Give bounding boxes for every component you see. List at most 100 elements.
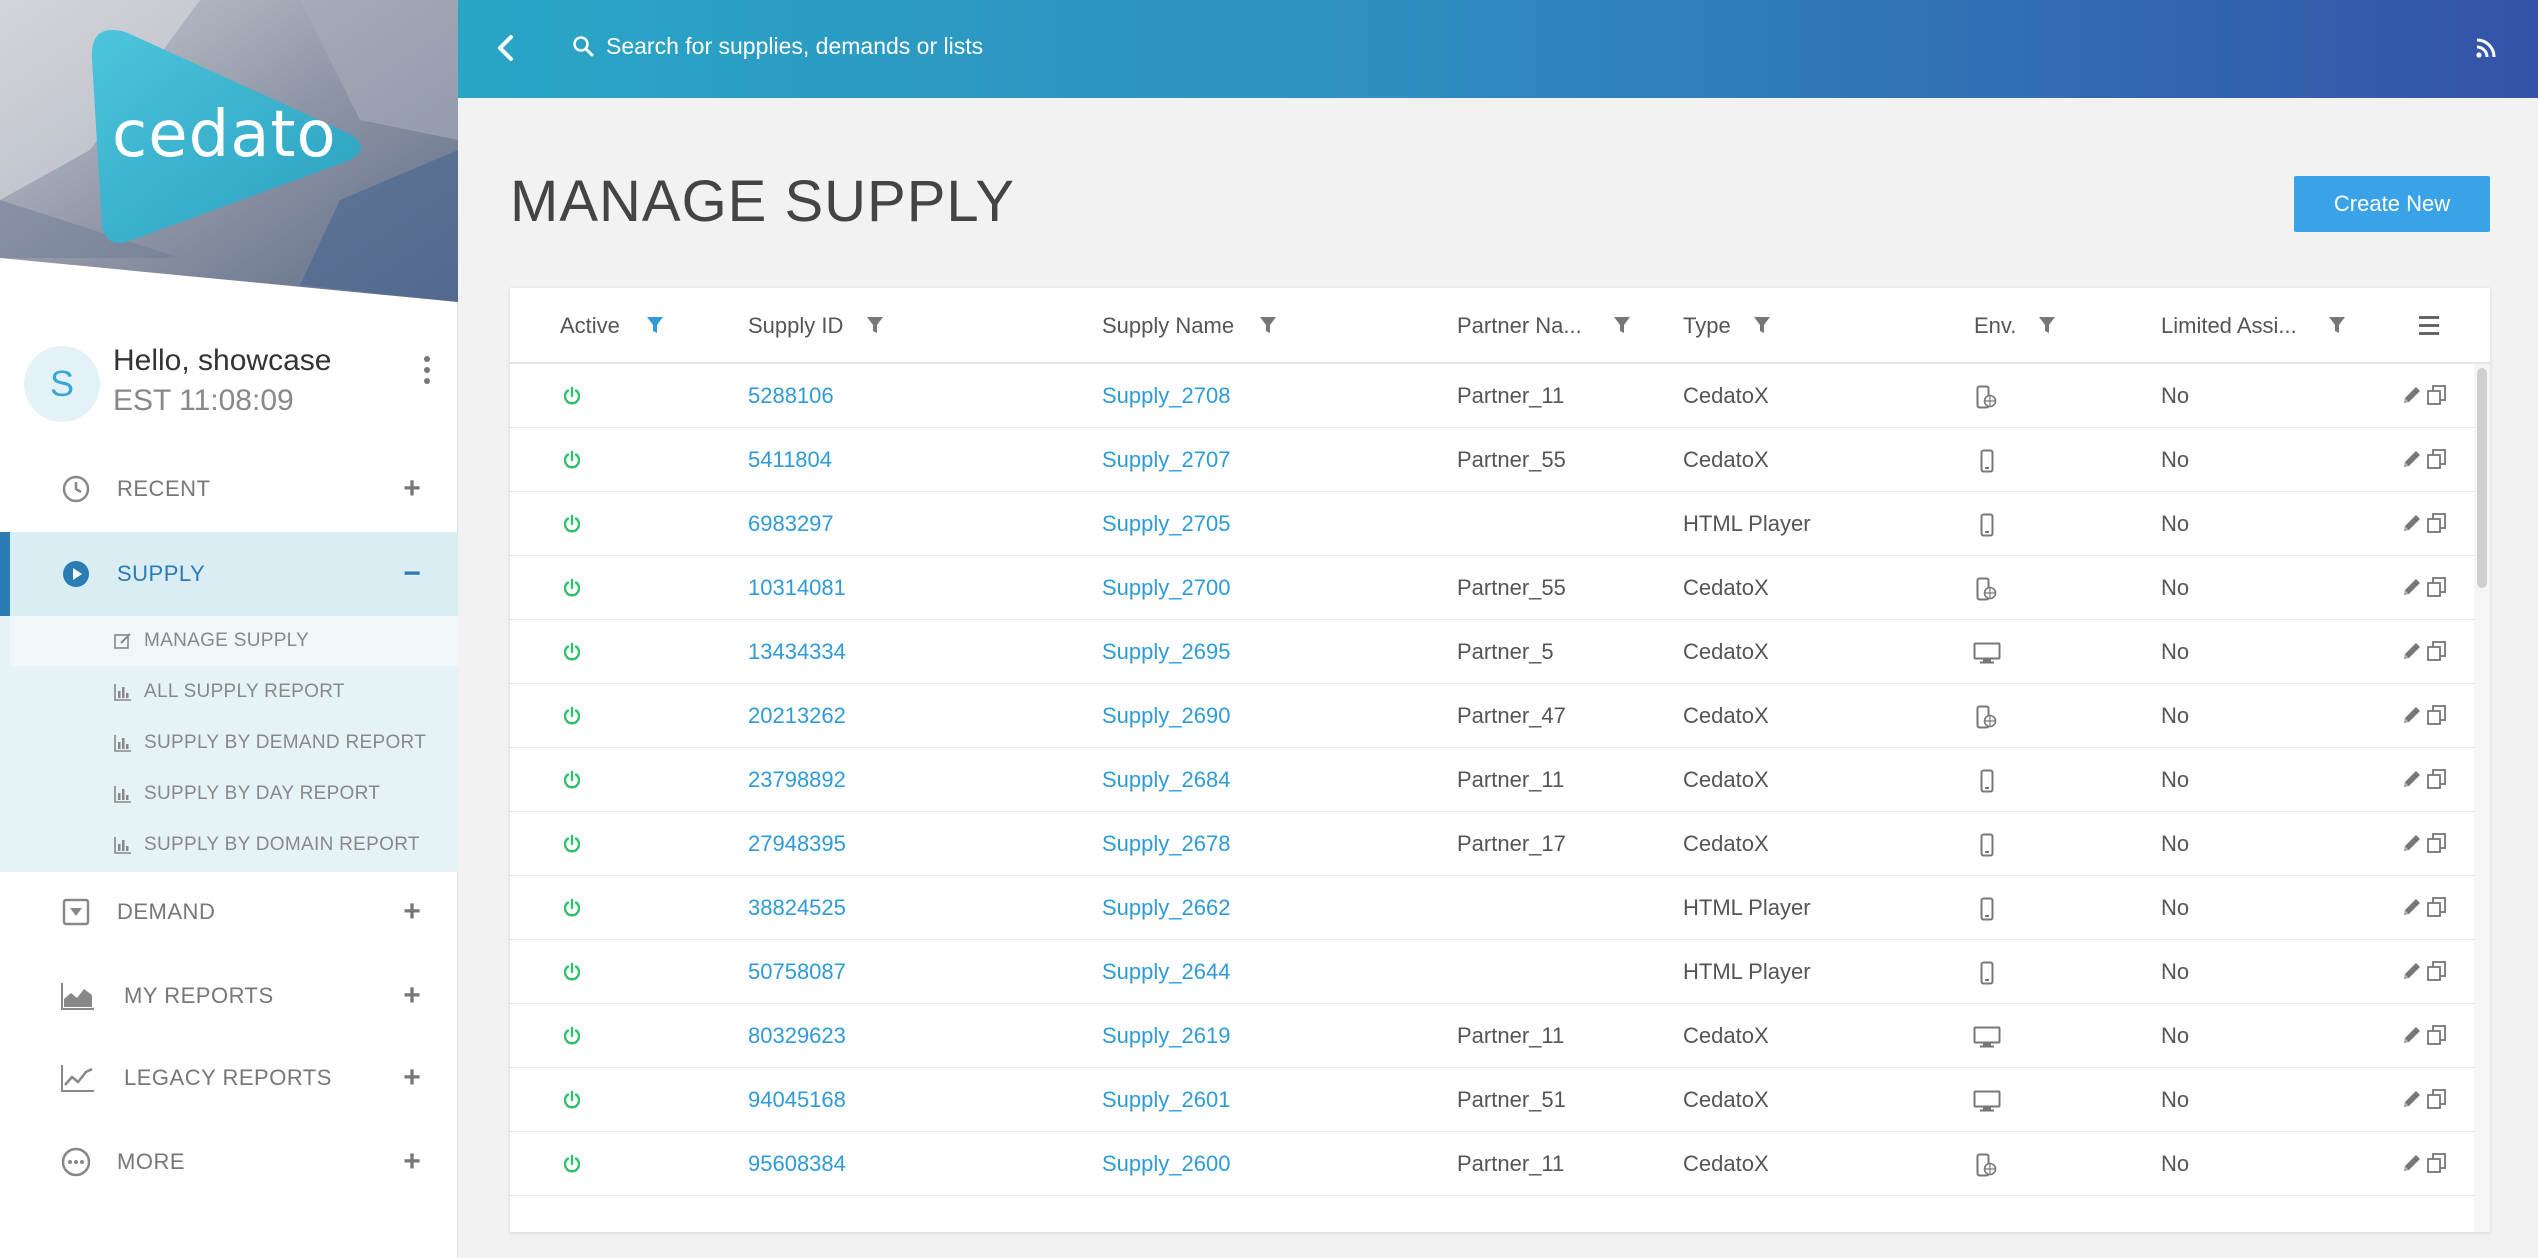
copy-icon[interactable] [2426, 768, 2448, 790]
table-row[interactable]: 38824525 Supply_2662 HTML Player No [510, 876, 2474, 940]
edit-icon[interactable] [2401, 1152, 2423, 1174]
power-icon[interactable] [562, 450, 582, 470]
supply-name-link[interactable]: Supply_2619 [1102, 1023, 1231, 1048]
table-row[interactable]: 10314081 Supply_2700 Partner_55 CedatoX No [510, 556, 2474, 620]
power-icon[interactable] [562, 962, 582, 982]
column-header-type[interactable]: Type [1683, 288, 1731, 364]
table-row[interactable]: 20213262 Supply_2690 Partner_47 CedatoX No [510, 684, 2474, 748]
supply-name-link[interactable]: Supply_2695 [1102, 639, 1231, 664]
power-icon[interactable] [562, 578, 582, 598]
column-header-limited-assignment[interactable]: Limited Assi... [2161, 288, 2297, 364]
filter-icon[interactable] [865, 314, 885, 336]
filter-icon[interactable] [645, 314, 665, 336]
submenu-item-supply-by-demand-report[interactable]: SUPPLY BY DEMAND REPORT [10, 718, 458, 768]
supply-id-link[interactable]: 5411804 [748, 447, 833, 472]
edit-icon[interactable] [2401, 1088, 2423, 1110]
edit-icon[interactable] [2401, 832, 2423, 854]
filter-icon[interactable] [2037, 314, 2057, 336]
submenu-item-all-supply-report[interactable]: ALL SUPPLY REPORT [10, 667, 458, 717]
submenu-item-supply-by-domain-report[interactable]: SUPPLY BY DOMAIN REPORT [10, 820, 458, 870]
table-row[interactable]: 94045168 Supply_2601 Partner_51 CedatoX No [510, 1068, 2474, 1132]
supply-id-link[interactable]: 5288106 [748, 383, 834, 408]
table-row[interactable]: 13434334 Supply_2695 Partner_5 CedatoX No [510, 620, 2474, 684]
supply-id-link[interactable]: 13434334 [748, 639, 846, 664]
column-header-supply-id[interactable]: Supply ID [748, 288, 843, 364]
power-icon[interactable] [562, 770, 582, 790]
edit-icon[interactable] [2401, 512, 2423, 534]
copy-icon[interactable] [2426, 704, 2448, 726]
copy-icon[interactable] [2426, 960, 2448, 982]
supply-name-link[interactable]: Supply_2700 [1102, 575, 1231, 600]
column-header-active[interactable]: Active [560, 288, 620, 364]
power-icon[interactable] [562, 1154, 582, 1174]
supply-id-link[interactable]: 6983297 [748, 511, 834, 536]
copy-icon[interactable] [2426, 1024, 2448, 1046]
supply-name-link[interactable]: Supply_2708 [1102, 383, 1231, 408]
sidebar-item-my-reports[interactable]: MY REPORTS + [0, 954, 458, 1038]
submenu-item-manage-supply[interactable]: MANAGE SUPPLY [10, 616, 458, 666]
supply-name-link[interactable]: Supply_2644 [1102, 959, 1231, 984]
expand-icon[interactable]: + [403, 979, 421, 1012]
sidebar-item-demand[interactable]: DEMAND + [0, 870, 458, 954]
copy-icon[interactable] [2426, 576, 2448, 598]
expand-icon[interactable]: + [403, 895, 421, 928]
search-input[interactable] [606, 26, 1366, 66]
supply-id-link[interactable]: 10314081 [748, 575, 846, 600]
supply-id-link[interactable]: 80329623 [748, 1023, 846, 1048]
avatar[interactable]: S [24, 346, 100, 422]
edit-icon[interactable] [2401, 960, 2423, 982]
rss-icon[interactable] [2470, 32, 2502, 64]
supply-id-link[interactable]: 50758087 [748, 959, 846, 984]
filter-icon[interactable] [1752, 314, 1772, 336]
supply-id-link[interactable]: 95608384 [748, 1151, 846, 1176]
copy-icon[interactable] [2426, 512, 2448, 534]
copy-icon[interactable] [2426, 448, 2448, 470]
filter-icon[interactable] [1612, 314, 1632, 336]
copy-icon[interactable] [2426, 832, 2448, 854]
copy-icon[interactable] [2426, 640, 2448, 662]
supply-name-link[interactable]: Supply_2707 [1102, 447, 1231, 472]
supply-name-link[interactable]: Supply_2684 [1102, 767, 1231, 792]
power-icon[interactable] [562, 386, 582, 406]
column-header-partner-name[interactable]: Partner Na... [1457, 288, 1582, 364]
supply-name-link[interactable]: Supply_2600 [1102, 1151, 1231, 1176]
scrollbar-thumb[interactable] [2477, 368, 2487, 588]
submenu-item-supply-by-day-report[interactable]: SUPPLY BY DAY REPORT [10, 769, 458, 819]
table-row[interactable]: 23798892 Supply_2684 Partner_11 CedatoX No [510, 748, 2474, 812]
power-icon[interactable] [562, 1090, 582, 1110]
copy-icon[interactable] [2426, 896, 2448, 918]
back-chevron-icon[interactable] [488, 30, 524, 66]
edit-icon[interactable] [2401, 384, 2423, 406]
supply-name-link[interactable]: Supply_2601 [1102, 1087, 1231, 1112]
table-row[interactable]: 80329623 Supply_2619 Partner_11 CedatoX No [510, 1004, 2474, 1068]
edit-icon[interactable] [2401, 1024, 2423, 1046]
sidebar-item-more[interactable]: MORE + [0, 1120, 458, 1204]
filter-icon[interactable] [2327, 314, 2347, 336]
filter-icon[interactable] [1258, 314, 1278, 336]
power-icon[interactable] [562, 706, 582, 726]
power-icon[interactable] [562, 834, 582, 854]
copy-icon[interactable] [2426, 1152, 2448, 1174]
sidebar-item-supply[interactable]: SUPPLY − [0, 532, 458, 616]
supply-id-link[interactable]: 94045168 [748, 1087, 846, 1112]
collapse-icon[interactable]: − [403, 557, 421, 590]
table-row[interactable]: 50758087 Supply_2644 HTML Player No [510, 940, 2474, 1004]
user-menu-icon[interactable] [417, 350, 437, 390]
table-row[interactable]: 6983297 Supply_2705 HTML Player No [510, 492, 2474, 556]
table-row[interactable]: 27948395 Supply_2678 Partner_17 CedatoX No [510, 812, 2474, 876]
column-header-env[interactable]: Env. [1974, 288, 2016, 364]
power-icon[interactable] [562, 514, 582, 534]
power-icon[interactable] [562, 642, 582, 662]
sidebar-item-legacy-reports[interactable]: LEGACY REPORTS + [0, 1036, 458, 1120]
edit-icon[interactable] [2401, 768, 2423, 790]
supply-id-link[interactable]: 38824525 [748, 895, 846, 920]
edit-icon[interactable] [2401, 576, 2423, 598]
supply-id-link[interactable]: 20213262 [748, 703, 846, 728]
sidebar-item-recent[interactable]: RECENT + [0, 447, 458, 531]
edit-icon[interactable] [2401, 640, 2423, 662]
copy-icon[interactable] [2426, 1088, 2448, 1110]
table-scrollbar[interactable] [2474, 364, 2490, 1232]
supply-id-link[interactable]: 23798892 [748, 767, 846, 792]
expand-icon[interactable]: + [403, 1061, 421, 1094]
column-menu-icon[interactable] [2414, 310, 2444, 340]
